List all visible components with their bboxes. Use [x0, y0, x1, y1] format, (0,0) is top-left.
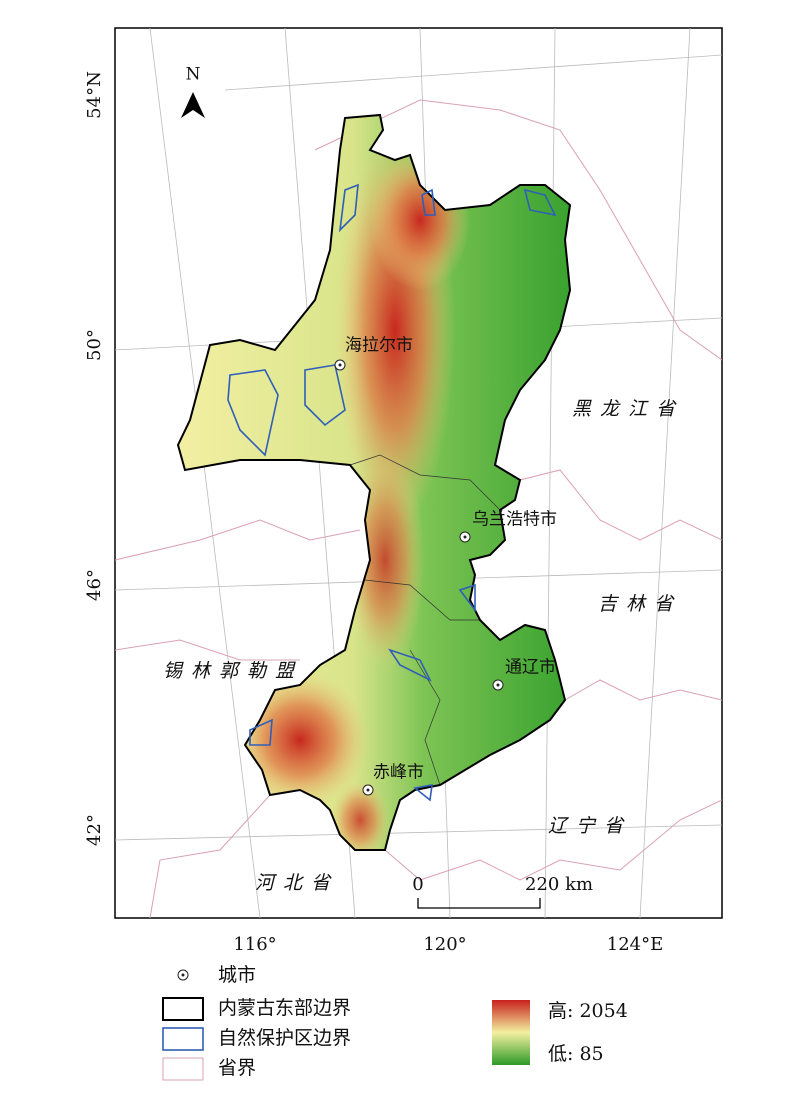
- legend-label: 自然保护区边界: [218, 1027, 351, 1049]
- region-label: 黑龙江省: [572, 398, 684, 420]
- scale-end: 220 km: [525, 874, 593, 895]
- longitude-label: 120°: [423, 934, 466, 955]
- longitude-label: 124°E: [607, 934, 664, 955]
- legend: 城市 内蒙古东部边界 自然保护区边界 省界 高: 2054 低: 85: [162, 964, 628, 1081]
- elevation-ramp: [492, 1000, 530, 1065]
- scale-bar: 0 220 km: [412, 874, 593, 909]
- latitude-label: 54°N: [84, 71, 105, 119]
- internal-boundaries: [349, 454, 501, 786]
- north-label: N: [186, 65, 201, 85]
- longitude-label: 116°: [233, 934, 276, 955]
- latitude-label: 46°: [84, 569, 105, 601]
- city-label: 海拉尔市: [345, 336, 413, 356]
- city-label: 乌兰浩特市: [472, 510, 557, 530]
- region-label: 河北省: [255, 872, 339, 894]
- scale-start: 0: [412, 874, 423, 895]
- latitude-label: 50°: [84, 329, 105, 361]
- legend-label: 内蒙古东部边界: [218, 997, 351, 1019]
- elevation-high: 高: 2054: [548, 1000, 628, 1022]
- region-label: 吉林省: [598, 593, 682, 615]
- region-label: 辽宁省: [548, 815, 632, 837]
- north-arrow: N: [181, 65, 205, 118]
- reserve-boundaries: [227, 183, 557, 802]
- elevation-low: 低: 85: [548, 1043, 604, 1065]
- legend-label: 省界: [218, 1057, 256, 1079]
- city-label: 通辽市: [505, 658, 556, 678]
- legend-label: 城市: [218, 964, 256, 986]
- latitude-label: 42°: [84, 814, 105, 846]
- province-boundaries: [115, 99, 722, 918]
- city-label: 赤峰市: [373, 763, 424, 783]
- region-label: 锡林郭勒盟: [163, 660, 303, 682]
